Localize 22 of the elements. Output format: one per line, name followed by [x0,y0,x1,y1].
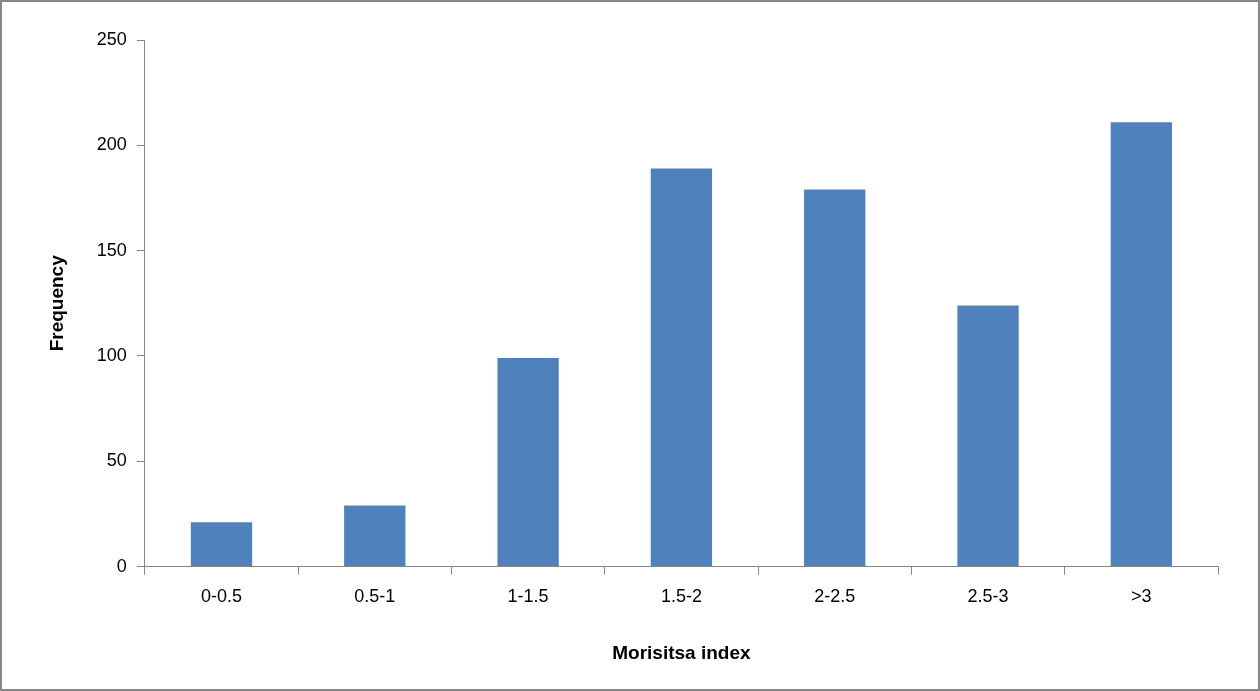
bar [344,505,406,567]
bar [650,168,713,567]
x-axis-title: Morisitsa index [612,641,751,663]
x-tick-label: >3 [1131,586,1152,607]
y-tick-label: 50 [106,450,127,471]
y-tick-label: 200 [96,134,127,155]
x-tick-label: 1.5-2 [660,586,702,607]
x-tick-label: 1-1.5 [507,586,549,607]
y-axis-title: Frequency [45,254,67,352]
bar [957,305,1019,567]
x-tick-label: 2-2.5 [814,586,856,607]
y-tick-label: 100 [96,344,127,365]
bar [804,189,866,567]
y-tick-label: 150 [96,239,127,260]
x-tick-label: 0.5-1 [354,586,396,607]
x-tick-label: 0-0.5 [200,586,242,607]
y-tick-label: 250 [96,28,127,49]
bar [1110,122,1173,567]
x-tick-label: 2.5-3 [967,586,1009,607]
bar [497,358,559,567]
y-tick-label: 0 [116,555,127,576]
bar [190,522,253,567]
